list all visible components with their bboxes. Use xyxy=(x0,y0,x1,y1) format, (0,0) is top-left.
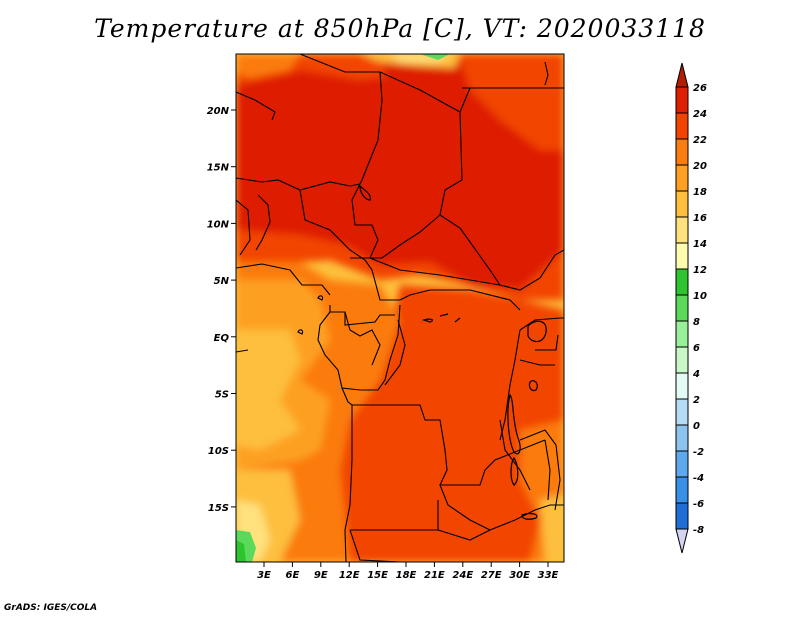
lat-tick-label: 5S xyxy=(215,390,229,401)
colorbar-segment xyxy=(675,86,689,114)
map-title: Temperature at 850hPa [C], VT: 202003311… xyxy=(94,14,706,43)
country-borders xyxy=(236,54,564,562)
colorbar-segment xyxy=(675,190,689,218)
colorbar-label: 8 xyxy=(693,317,700,328)
map-frame xyxy=(235,53,565,563)
colorbar-segment xyxy=(675,346,689,374)
colorbar-label: 12 xyxy=(693,265,707,276)
colorbar-segment xyxy=(675,268,689,296)
footer-credit: GrADS: IGES/COLA xyxy=(4,603,98,613)
colorbar-label: -8 xyxy=(693,525,704,536)
lon-tick-label: 9E xyxy=(314,570,328,581)
colorbar-segment xyxy=(675,294,689,322)
lon-tick-label: 6E xyxy=(286,570,300,581)
colorbar-segment xyxy=(675,476,689,504)
colorbar-label: -4 xyxy=(693,473,704,484)
latitude-axis: 20N 15N 10N 5N EQ 5S 10S 15S xyxy=(207,106,236,514)
colorbar-top-tip xyxy=(675,62,689,88)
colorbar-label: 18 xyxy=(693,187,707,198)
lon-tick-label: 21E xyxy=(424,570,445,581)
colorbar-label: -6 xyxy=(693,499,704,510)
colorbar-label: 16 xyxy=(693,213,707,224)
colorbar-label: 10 xyxy=(693,291,707,302)
colorbar-segment xyxy=(675,372,689,400)
colorbar-segment xyxy=(675,320,689,348)
colorbar-label: 26 xyxy=(693,83,707,94)
colorbar-label: 22 xyxy=(693,135,707,146)
lon-tick-label: 12E xyxy=(339,570,360,581)
lakes xyxy=(297,184,547,520)
lon-tick-label: 33E xyxy=(538,570,559,581)
lat-tick-label: 20N xyxy=(207,106,230,117)
lat-tick-label: 5N xyxy=(214,276,230,287)
colorbar-bottom-tip xyxy=(675,528,689,554)
lat-tick-label: 10S xyxy=(208,446,229,457)
temperature-field xyxy=(236,54,564,562)
colorbar-segment xyxy=(675,450,689,478)
colorbar-segment xyxy=(675,216,689,244)
colorbar-label: 24 xyxy=(693,109,707,120)
colorbar-label: 14 xyxy=(693,239,707,250)
colorbar-segment xyxy=(675,398,689,426)
colorbar-label: 6 xyxy=(693,343,700,354)
colorbar-label: 4 xyxy=(692,369,700,380)
lat-tick-label: EQ xyxy=(214,333,230,344)
colorbar-segment xyxy=(675,164,689,192)
colorbar-segment xyxy=(675,242,689,270)
colorbar-label: 2 xyxy=(693,395,700,406)
lon-tick-label: 3E xyxy=(257,570,271,581)
lat-tick-label: 10N xyxy=(207,219,230,230)
lon-tick-label: 15E xyxy=(367,570,388,581)
longitude-axis: 3E 6E 9E 12E 15E 18E 21E 24E 27E 30E 33E xyxy=(257,562,559,581)
lat-tick-label: 15N xyxy=(207,163,230,174)
lon-tick-label: 30E xyxy=(509,570,530,581)
colorbar-segment xyxy=(675,112,689,140)
colorbar-segment xyxy=(675,502,689,530)
colorbar-label: -2 xyxy=(693,447,704,458)
lon-tick-label: 27E xyxy=(481,570,502,581)
colorbar-label: 0 xyxy=(693,421,700,432)
colorbar-segment xyxy=(675,424,689,452)
lat-tick-label: 15S xyxy=(208,503,229,514)
colorbar-label: 20 xyxy=(693,161,707,172)
lon-tick-label: 24E xyxy=(452,570,473,581)
lon-tick-label: 18E xyxy=(396,570,417,581)
colorbar-segment xyxy=(675,138,689,166)
